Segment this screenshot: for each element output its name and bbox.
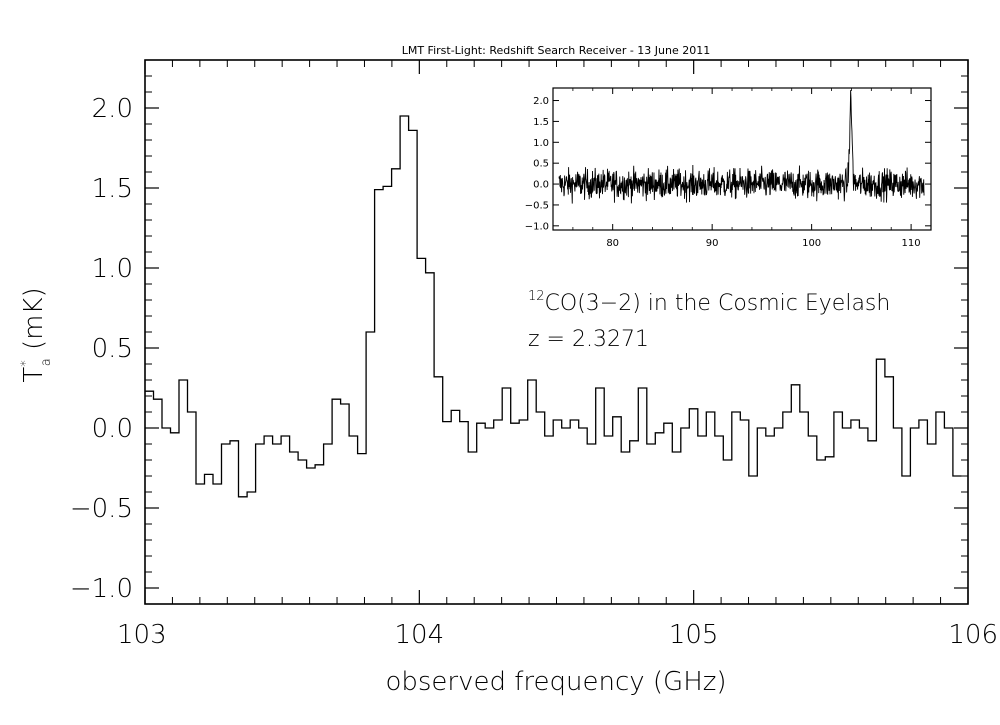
y-axis-label-unit: (mK) (19, 287, 49, 358)
chart-title: LMT First-Light: Redshift Search Receive… (402, 44, 711, 57)
annotation-isotope: 12 (528, 289, 545, 304)
inset-x-tick-label: 90 (706, 238, 719, 249)
y-axis-label-sub: a (39, 358, 54, 366)
inset-y-tick-label: 1.0 (533, 138, 549, 149)
main-x-tick-label: 104 (395, 620, 445, 650)
main-x-tick-label: 105 (669, 620, 719, 650)
inset-y-tick-label: −1.0 (525, 221, 549, 232)
main-x-tick-label: 103 (117, 620, 167, 650)
svg-text:T*a (mK): T* a (mK) (19, 287, 54, 382)
inset-spectrum-line (558, 90, 925, 204)
inset-y-tick-label: 0.5 (533, 159, 549, 170)
main-y-tick-label: 1.5 (92, 174, 133, 204)
main-tick-labels: 103 104 105 106 −1.0 −0.5 0.0 0.5 1.0 1.5 2.0 (70, 94, 998, 650)
y-axis-label: T* a (mK) (19, 287, 54, 382)
inset-y-tick-label: 1.5 (533, 117, 549, 128)
main-y-tick-label: 0.5 (92, 334, 133, 364)
y-axis-label-symbol: T (19, 367, 49, 383)
main-y-tick-label: 1.0 (92, 254, 133, 284)
inset-y-tick-label: 0.0 (533, 180, 549, 191)
annotation-molecule: CO(3−2) in the Cosmic Eyelash (545, 291, 891, 316)
main-y-tick-label: −0.5 (70, 494, 133, 524)
inset-tick-labels: 80 90 100 110 −1.0 −0.5 0.0 0.5 1.0 1.5 2.0 (525, 96, 921, 249)
main-x-tick-label: 106 (948, 620, 998, 650)
y-axis-label-sup: * (19, 360, 34, 367)
main-y-tick-label: −1.0 (70, 574, 133, 604)
inset-x-tick-label: 80 (606, 238, 619, 249)
main-spectrum-line (145, 115, 962, 498)
inset-y-tick-label: −0.5 (525, 200, 549, 211)
main-y-tick-label: 2.0 (92, 94, 133, 124)
inset-x-tick-label: 100 (802, 238, 821, 249)
inset-y-tick-label: 2.0 (533, 96, 549, 107)
x-axis-label: observed frequency (GHz) (385, 667, 726, 697)
main-y-tick-label: 0.0 (92, 414, 133, 444)
annotation-redshift: z = 2.3271 (528, 327, 649, 352)
inset-background (553, 88, 931, 230)
main-plot-frame (144, 59, 969, 605)
inset-plot-frame (552, 87, 932, 231)
main-tick-marks (144, 59, 969, 605)
annotation-line-1: 12CO(3−2) in the Cosmic Eyelash (528, 289, 890, 316)
inset-x-tick-label: 110 (902, 238, 921, 249)
